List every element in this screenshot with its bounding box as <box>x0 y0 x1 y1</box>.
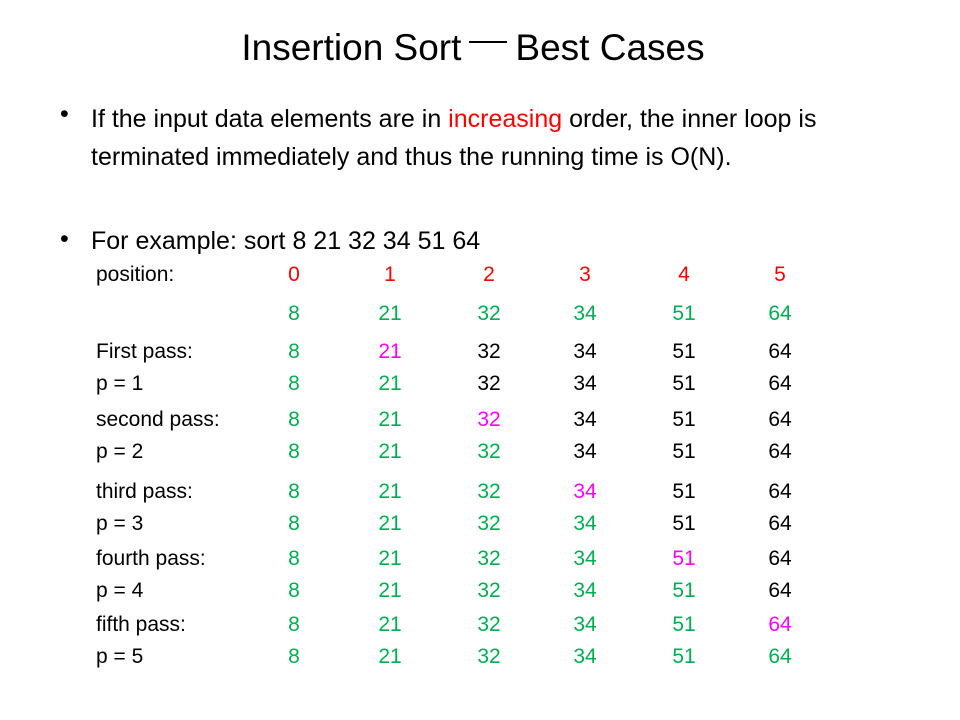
result-cell: 21 <box>378 372 402 395</box>
pass-cell: 51 <box>672 340 696 363</box>
result-cell: 51 <box>672 645 696 668</box>
pass-cell: 34 <box>573 340 597 363</box>
pass-cell: 32 <box>477 408 501 431</box>
result-cell: 51 <box>672 512 696 535</box>
pass-cell: 21 <box>378 480 402 503</box>
result-cell: 21 <box>378 579 402 602</box>
row-label: fifth pass: <box>96 613 186 636</box>
position-cell: 2 <box>483 263 495 286</box>
pass-cell: 51 <box>672 613 696 636</box>
pass-cell: 34 <box>573 547 597 570</box>
result-cell: 32 <box>477 645 501 668</box>
result-cell: 32 <box>477 372 501 395</box>
array-cell: 51 <box>672 302 696 325</box>
pass-cell: 21 <box>378 340 402 363</box>
row-label: p = 4 <box>96 579 144 602</box>
row-label: position: <box>96 263 175 286</box>
pass-cell: 8 <box>288 613 300 636</box>
position-cell: 1 <box>384 263 396 286</box>
pass-cell: 64 <box>768 480 792 503</box>
result-cell: 21 <box>378 645 402 668</box>
array-cell: 34 <box>573 302 597 325</box>
row-label: p = 3 <box>96 512 144 535</box>
bullet-2-text: For example: sort 8 21 32 34 51 64 <box>91 227 481 255</box>
bullet-1-text: If the input data elements are in increa… <box>91 100 891 176</box>
result-cell: 51 <box>672 440 696 463</box>
pass-cell: 64 <box>768 547 792 570</box>
array-cell: 32 <box>477 302 501 325</box>
pass-cell: 8 <box>288 547 300 570</box>
bullet-dot: • <box>60 225 69 253</box>
pass-cell: 34 <box>573 613 597 636</box>
result-cell: 21 <box>378 440 402 463</box>
result-cell: 8 <box>288 579 300 602</box>
pass-cell: 51 <box>672 547 696 570</box>
row-label: fourth pass: <box>96 547 206 570</box>
title-dash <box>469 41 508 44</box>
bullet-1-highlight: increasing <box>448 105 563 133</box>
pass-cell: 32 <box>477 340 501 363</box>
pass-cell: 51 <box>672 408 696 431</box>
result-cell: 8 <box>288 372 300 395</box>
pass-cell: 32 <box>477 547 501 570</box>
pass-cell: 8 <box>288 408 300 431</box>
result-cell: 34 <box>573 579 597 602</box>
result-cell: 64 <box>768 645 792 668</box>
pass-cell: 34 <box>573 480 597 503</box>
result-cell: 64 <box>768 440 792 463</box>
result-cell: 34 <box>573 440 597 463</box>
pass-cell: 21 <box>378 408 402 431</box>
position-cell: 4 <box>678 263 690 286</box>
row-label: p = 2 <box>96 440 144 463</box>
result-cell: 8 <box>288 645 300 668</box>
result-cell: 51 <box>672 579 696 602</box>
row-label: p = 5 <box>96 645 144 668</box>
result-cell: 34 <box>573 372 597 395</box>
pass-cell: 64 <box>768 340 792 363</box>
result-cell: 64 <box>768 579 792 602</box>
pass-cell: 8 <box>288 480 300 503</box>
pass-cell: 21 <box>378 547 402 570</box>
title-right: Best Cases <box>515 27 705 68</box>
position-cell: 3 <box>579 263 591 286</box>
pass-cell: 51 <box>672 480 696 503</box>
slide-title: Insertion Sort Best Cases <box>0 22 946 74</box>
array-cell: 8 <box>288 302 300 325</box>
pass-cell: 32 <box>477 613 501 636</box>
result-cell: 64 <box>768 512 792 535</box>
result-cell: 32 <box>477 440 501 463</box>
pass-cell: 64 <box>768 613 792 636</box>
result-cell: 64 <box>768 372 792 395</box>
pass-cell: 34 <box>573 408 597 431</box>
position-cell: 0 <box>288 263 300 286</box>
result-cell: 51 <box>672 372 696 395</box>
pass-cell: 64 <box>768 408 792 431</box>
row-label: p = 1 <box>96 372 144 395</box>
bullet-1-prefix: If the input data elements are in <box>91 105 449 133</box>
bullet-1-suffix: order, the inner loop is terminated imme… <box>91 105 817 171</box>
title-left: Insertion Sort <box>241 27 462 68</box>
row-label: third pass: <box>96 480 193 503</box>
row-label: second pass: <box>96 408 220 431</box>
pass-cell: 21 <box>378 613 402 636</box>
pass-cell: 32 <box>477 480 501 503</box>
row-label: First pass: <box>96 340 193 363</box>
pass-cell: 8 <box>288 340 300 363</box>
array-cell: 64 <box>768 302 792 325</box>
result-cell: 32 <box>477 579 501 602</box>
result-cell: 21 <box>378 512 402 535</box>
array-cell: 21 <box>378 302 402 325</box>
result-cell: 34 <box>573 645 597 668</box>
result-cell: 8 <box>288 512 300 535</box>
bullet-dot: • <box>60 100 69 128</box>
position-cell: 5 <box>774 263 786 286</box>
result-cell: 34 <box>573 512 597 535</box>
result-cell: 8 <box>288 440 300 463</box>
result-cell: 32 <box>477 512 501 535</box>
